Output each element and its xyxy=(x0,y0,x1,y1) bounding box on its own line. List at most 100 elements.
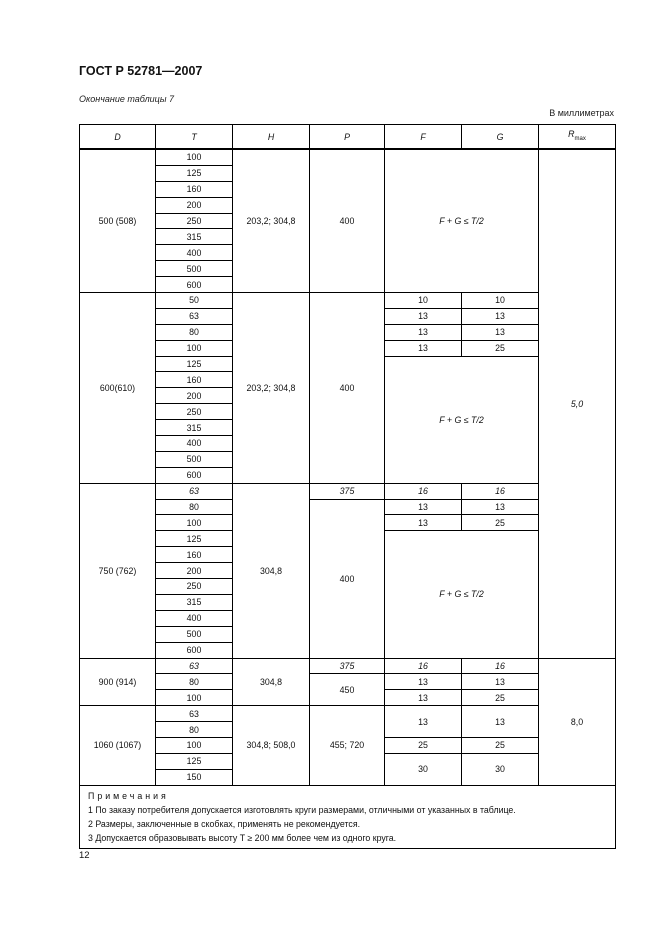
table-row: 100 13 25 xyxy=(80,514,616,532)
table-row: 100 13 25 xyxy=(80,689,616,707)
table-cell: 455; 720 xyxy=(309,705,385,786)
table-row: 600(610) 50 203,2; 304,8 400 10 10 xyxy=(79,292,616,484)
table-row: 100 13 25 xyxy=(80,339,616,357)
table-cell: 13 xyxy=(461,323,539,341)
column-header-t: T xyxy=(155,124,233,150)
table-cell: 13 xyxy=(384,307,462,325)
page-number: 12 xyxy=(79,850,90,861)
table-cell: 50 xyxy=(155,292,233,309)
table-cell: 5,0 xyxy=(538,148,616,659)
table-row: 1060 (1067) 63 304,8; 508,0 455; 720 13 13 xyxy=(79,705,616,786)
table-cell: 25 xyxy=(461,689,539,707)
table-cell: 375 xyxy=(309,482,385,500)
table-cell: 160 xyxy=(155,180,233,198)
table-row: 125 F + G ≤ T/2 xyxy=(80,355,616,484)
table-cell: 100 xyxy=(155,339,233,357)
table-cell: 16 xyxy=(384,482,462,500)
table-cell: 13 xyxy=(461,705,539,738)
column-header-f: F xyxy=(384,124,462,150)
table-cell: 315 xyxy=(155,419,233,437)
column-header-h: H xyxy=(232,124,310,150)
table-cell: 500 (508) xyxy=(79,148,156,294)
table-cell: 125 xyxy=(155,164,233,182)
column-header-d: D xyxy=(79,124,156,150)
table-cell: 600(610) xyxy=(79,292,156,484)
table-cell: 375 xyxy=(309,657,385,675)
table-cell: 200 xyxy=(155,387,233,405)
table-cell: 500 xyxy=(155,625,233,643)
table-cell: 304,8; 508,0 xyxy=(232,705,310,786)
table-cell: 203,2; 304,8 xyxy=(232,292,310,484)
column-header-r: Rmax xyxy=(538,124,616,150)
table-cell: 250 xyxy=(155,212,233,230)
table-cell: 100 xyxy=(155,689,233,707)
table-cell: 315 xyxy=(155,593,233,611)
table-cell: 400 xyxy=(309,498,385,659)
table-cell: 13 xyxy=(461,498,539,516)
table-cell: 600 xyxy=(155,641,233,659)
table-cell: 80 xyxy=(155,721,233,738)
table-cell: 125 xyxy=(155,752,233,770)
table-cell: 13 xyxy=(461,673,539,691)
table-cell: 13 xyxy=(384,673,462,691)
table-cell: 13 xyxy=(384,498,462,516)
dimensions-table: D T H P F G Rmax 500 (508) 100 203,2; 304,8 400 F … xyxy=(79,124,616,849)
table-cell: 900 (914) xyxy=(79,657,156,707)
table-row: 750 (762) 63 304,8 375 16 16 xyxy=(79,482,616,659)
table-row: 125 F + G ≤ T/2 xyxy=(80,530,616,659)
note-item: 1 По заказу потребителя допускается изго… xyxy=(88,804,516,815)
note-item: 2 Размеры, заключенные в скобках, примен… xyxy=(88,818,361,829)
table-cell: 125 xyxy=(155,355,233,373)
table-cell: 450 xyxy=(309,673,385,707)
table-cell: 203,2; 304,8 xyxy=(232,148,310,294)
table-row: 500 (508) 100 203,2; 304,8 400 F + G ≤ T/2 5,… xyxy=(79,148,616,659)
table-cell: 13 xyxy=(384,339,462,357)
table-cell: 100 xyxy=(155,736,233,754)
table-cell: 500 xyxy=(155,260,233,278)
table-cell: 63 xyxy=(155,657,233,675)
table-cell: 500 xyxy=(155,450,233,468)
table-cell: 25 xyxy=(384,736,462,754)
table-cell: 25 xyxy=(461,514,539,532)
column-header-g: G xyxy=(461,124,539,150)
table-cell: 400 xyxy=(309,292,385,484)
notes-row: Примечания 1 По заказу потребителя допуск… xyxy=(79,784,616,849)
table-cell: 10 xyxy=(461,292,539,309)
table-row: 80 450 13 13 xyxy=(80,673,616,707)
table-cell: 304,8 xyxy=(232,482,310,659)
units-label: В миллиметрах xyxy=(549,108,614,118)
table-cell: 13 xyxy=(384,705,462,738)
notes: Примечания 1 По заказу потребителя допуск… xyxy=(79,784,616,849)
table-cell: 150 xyxy=(155,768,233,786)
table-caption: Окончание таблицы 7 xyxy=(79,94,174,104)
table-cell: 63 xyxy=(155,307,233,325)
table-cell: 400 xyxy=(155,435,233,452)
table-cell: 16 xyxy=(461,482,539,500)
table-cell: 13 xyxy=(384,514,462,532)
table-cell: 100 xyxy=(155,514,233,532)
notes-title: Примечания xyxy=(88,790,169,801)
table-cell: 250 xyxy=(155,578,233,595)
table-cell: 16 xyxy=(461,657,539,675)
table-cell: 200 xyxy=(155,196,233,214)
table-cell: 13 xyxy=(461,307,539,325)
table-cell: 400 xyxy=(309,148,385,294)
note-item: 3 Допускается образовывать высоту T ≥ 20… xyxy=(88,832,397,843)
table-cell: 400 xyxy=(155,609,233,627)
table-cell: 13 xyxy=(384,689,462,707)
table-cell: 80 xyxy=(155,498,233,516)
table-cell: 80 xyxy=(155,673,233,691)
table-cell: F + G ≤ T/2 xyxy=(384,530,539,659)
column-header-p: P xyxy=(309,124,385,150)
table-cell: F + G ≤ T/2 xyxy=(384,148,539,294)
table-cell: 80 xyxy=(155,323,233,341)
table-cell: 8,0 xyxy=(538,657,616,786)
table-cell: 13 xyxy=(384,323,462,341)
table-cell: 30 xyxy=(461,752,539,786)
table-cell: 1060 (1067) xyxy=(79,705,156,786)
table-cell: 750 (762) xyxy=(79,482,156,659)
table-cell: 30 xyxy=(384,752,462,786)
table-cell: 304,8 xyxy=(232,657,310,707)
table-row: 900 (914) 63 304,8 375 16 16 8,0 xyxy=(79,657,616,786)
table-cell: 63 xyxy=(155,705,233,723)
